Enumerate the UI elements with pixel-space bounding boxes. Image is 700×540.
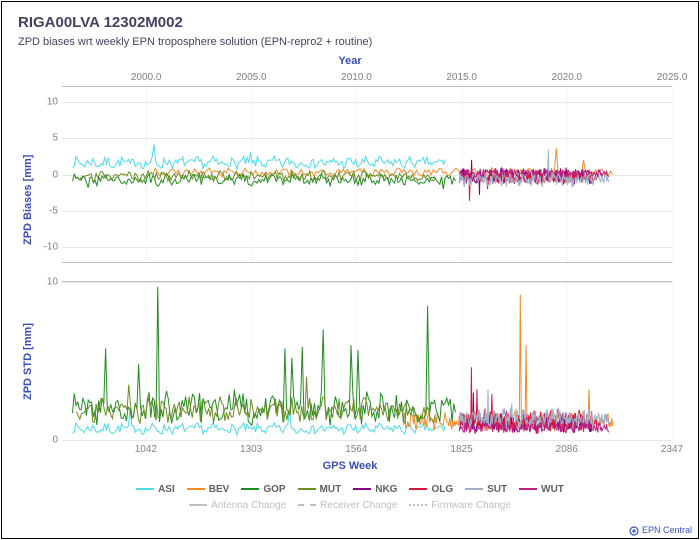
chart-container: RIGA00LVA 12302M002 ZPD biases wrt weekl… [0, 0, 700, 540]
bottom-axis-title: GPS Week [323, 460, 378, 472]
legend-label: ASI [158, 484, 175, 495]
xtick-top: 2025.0 [657, 72, 688, 87]
legend-label: GOP [263, 484, 285, 495]
xtick-bottom: 1042 [135, 440, 157, 455]
xtick-bottom: 2086 [556, 440, 578, 455]
legend-item-nkg: NKG [347, 482, 403, 498]
xtick-bottom: 1825 [450, 440, 472, 455]
chart-subtitle: ZPD biases wrt weekly EPN troposphere so… [18, 36, 372, 48]
ytick: 10 [47, 96, 62, 107]
legend-label: Receiver Change [320, 500, 397, 511]
legend-swatch [409, 504, 427, 506]
legend-swatch [465, 488, 483, 490]
legend-swatch [409, 488, 427, 490]
series-layer [62, 87, 672, 262]
legend-label: WUT [541, 484, 564, 495]
xtick-top: 2010.0 [341, 72, 372, 87]
series-layer [62, 282, 672, 440]
legend-item-gop: GOP [235, 482, 291, 498]
ytick: -5 [49, 205, 62, 216]
credit-icon [629, 526, 639, 536]
xtick-top: 2020.0 [552, 72, 583, 87]
legend-change-item: Receiver Change [292, 498, 403, 514]
xtick-bottom: 1303 [240, 440, 262, 455]
legend-item-bev: BEV [181, 482, 236, 498]
y2-axis-title: ZPD STD [mm] [22, 323, 34, 400]
legend-label: SUT [487, 484, 507, 495]
series-asi [73, 144, 446, 169]
legend-swatch [189, 504, 207, 506]
xtick-bottom: 1564 [345, 440, 367, 455]
panel-std: 010104213031564182520862347 [62, 281, 672, 441]
ytick: 0 [52, 435, 62, 446]
panel-biases: -10-505102000.02005.02010.02015.02020.02… [62, 86, 672, 263]
legend-label: MUT [320, 484, 342, 495]
legend-label: Firmware Change [431, 500, 510, 511]
xtick-top: 2000.0 [131, 72, 162, 87]
legend-label: Antenna Change [211, 500, 286, 511]
legend-swatch [298, 488, 316, 490]
legend-swatch [298, 504, 316, 506]
legend-item-wut: WUT [513, 482, 570, 498]
ytick: 10 [47, 277, 62, 288]
series-gop [73, 287, 456, 426]
ytick: 0 [52, 169, 62, 180]
legend-item-olg: OLG [403, 482, 459, 498]
legend-swatch [241, 488, 259, 490]
series-bev [403, 295, 613, 431]
legend-swatch [519, 488, 537, 490]
ytick: -10 [44, 242, 62, 253]
xtick-bottom: 2347 [661, 440, 683, 455]
xtick-top: 2015.0 [446, 72, 477, 87]
xtick-top: 2005.0 [236, 72, 267, 87]
legend-change-item: Antenna Change [183, 498, 292, 514]
legend-item-sut: SUT [459, 482, 513, 498]
chart-title: RIGA00LVA 12302M002 [18, 14, 183, 31]
legend-label: BEV [209, 484, 230, 495]
legend: ASI BEV GOP MUT NKG OLG SUT WUT Antenna Change R… [0, 482, 700, 514]
ytick: 5 [52, 133, 62, 144]
top-axis-title: Year [338, 55, 361, 67]
legend-swatch [353, 488, 371, 490]
legend-item-asi: ASI [130, 482, 181, 498]
legend-label: NKG [375, 484, 397, 495]
legend-swatch [187, 488, 205, 490]
credit: EPN Central [629, 525, 692, 536]
legend-change-item: Firmware Change [403, 498, 516, 514]
legend-label: OLG [431, 484, 453, 495]
legend-item-mut: MUT [292, 482, 348, 498]
y1-axis-title: ZPD Biases [mm] [22, 155, 34, 245]
legend-swatch [136, 488, 154, 490]
series-sut [460, 150, 609, 188]
